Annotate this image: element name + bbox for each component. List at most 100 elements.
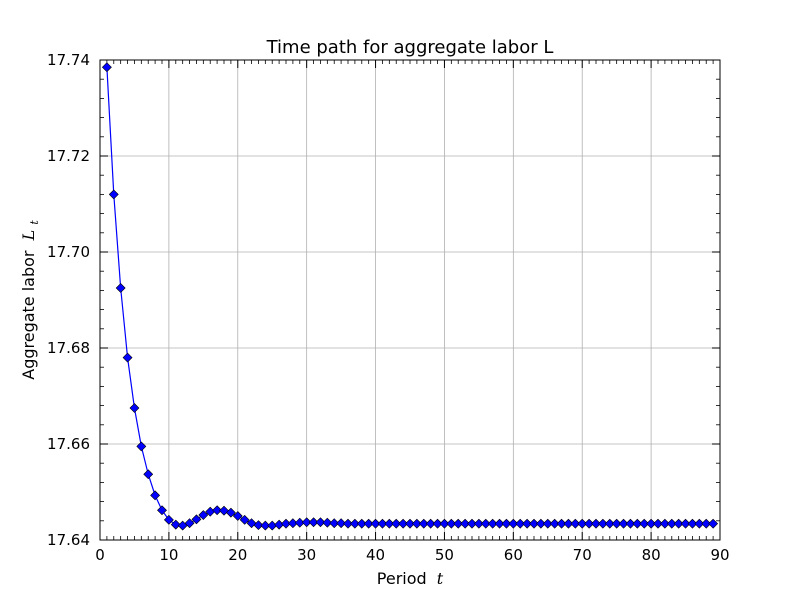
data-point — [260, 520, 271, 531]
x-tick-label: 40 — [366, 546, 385, 564]
data-point — [225, 507, 236, 518]
data-point — [508, 518, 519, 529]
data-point — [584, 518, 595, 529]
grid-lines — [100, 60, 720, 540]
series-layer — [101, 62, 719, 531]
data-point — [301, 517, 312, 528]
data-point — [425, 518, 436, 529]
data-point — [694, 518, 705, 529]
data-point — [143, 469, 154, 480]
data-point — [432, 518, 443, 529]
data-point — [453, 518, 464, 529]
x-tick-label: 10 — [159, 546, 178, 564]
data-point — [542, 518, 553, 529]
x-tick-label: 20 — [228, 546, 247, 564]
data-point — [370, 518, 381, 529]
data-point — [687, 518, 698, 529]
y-axis-label-text: Aggregate labor — [19, 250, 38, 380]
chart-title: Time path for aggregate labor L — [266, 37, 554, 58]
data-point — [522, 518, 533, 529]
data-point — [239, 514, 250, 525]
data-point — [253, 520, 264, 531]
data-point — [535, 518, 546, 529]
data-point — [170, 519, 181, 530]
data-point — [701, 518, 712, 529]
data-point — [653, 518, 663, 529]
data-point — [549, 518, 560, 529]
data-point — [515, 518, 526, 529]
data-point — [604, 518, 615, 529]
x-axis-label-text: Period — [377, 569, 427, 588]
data-point — [232, 511, 243, 521]
x-tick-labels: 0 10 20 30 40 50 60 70 80 90 — [95, 546, 729, 564]
data-point — [308, 517, 319, 528]
data-point — [487, 518, 498, 529]
y-tick-label: 17.70 — [47, 243, 90, 261]
data-point — [322, 517, 333, 528]
x-tick-label: 70 — [573, 546, 592, 564]
x-axis-label-math: t — [437, 569, 444, 588]
data-point — [618, 518, 629, 529]
y-tick-label: 17.66 — [47, 435, 90, 453]
data-point — [639, 518, 650, 529]
data-point — [529, 518, 539, 529]
y-tick-label: 17.74 — [47, 51, 90, 69]
data-point — [163, 514, 174, 525]
data-point — [673, 518, 684, 529]
data-point — [563, 518, 574, 529]
data-point — [122, 352, 133, 363]
data-point — [494, 518, 505, 529]
data-point — [591, 518, 601, 529]
data-point — [336, 518, 347, 529]
data-point — [129, 403, 140, 413]
data-point — [108, 189, 119, 200]
x-tick-label: 90 — [710, 546, 729, 564]
data-point — [439, 518, 450, 529]
data-point — [418, 518, 429, 529]
y-axis-label-math: L — [19, 230, 38, 242]
y-axis-label: Aggregate labor L t — [19, 220, 41, 380]
data-point — [184, 518, 195, 529]
y-tick-labels: 17.64 17.66 17.68 17.70 17.72 17.74 — [47, 51, 90, 549]
y-tick-label: 17.72 — [47, 147, 90, 165]
data-point — [246, 518, 257, 529]
minor-ticks — [99, 59, 721, 541]
x-tick-label: 50 — [435, 546, 454, 564]
data-point — [597, 518, 608, 529]
data-point — [115, 283, 126, 293]
data-point — [460, 518, 471, 529]
data-point — [405, 518, 415, 529]
x-tick-label: 0 — [95, 546, 105, 564]
data-point — [391, 518, 402, 529]
data-point — [501, 518, 512, 529]
data-point — [384, 518, 395, 529]
data-point — [398, 518, 409, 529]
data-point — [570, 518, 581, 529]
x-axis-label: Period t — [377, 569, 444, 588]
data-point — [659, 518, 670, 529]
data-point — [343, 518, 353, 529]
data-point — [377, 518, 388, 529]
data-point — [101, 62, 112, 73]
data-point — [157, 505, 167, 516]
data-point — [411, 518, 422, 529]
data-point — [198, 510, 209, 520]
y-tick-label: 17.68 — [47, 339, 90, 357]
x-tick-label: 60 — [504, 546, 523, 564]
data-point — [611, 518, 622, 529]
plot-frame — [99, 59, 721, 541]
data-point — [136, 441, 147, 452]
data-point — [212, 505, 223, 516]
data-point — [680, 518, 691, 529]
data-point — [446, 518, 457, 529]
data-point — [219, 505, 229, 516]
data-point — [708, 518, 719, 529]
y-axis-label-math-sub: t — [28, 220, 41, 225]
x-tick-label: 30 — [297, 546, 316, 564]
data-point — [625, 518, 636, 529]
data-point — [315, 517, 326, 528]
data-point — [666, 518, 677, 529]
series-line — [106, 67, 714, 527]
data-point — [480, 518, 491, 529]
